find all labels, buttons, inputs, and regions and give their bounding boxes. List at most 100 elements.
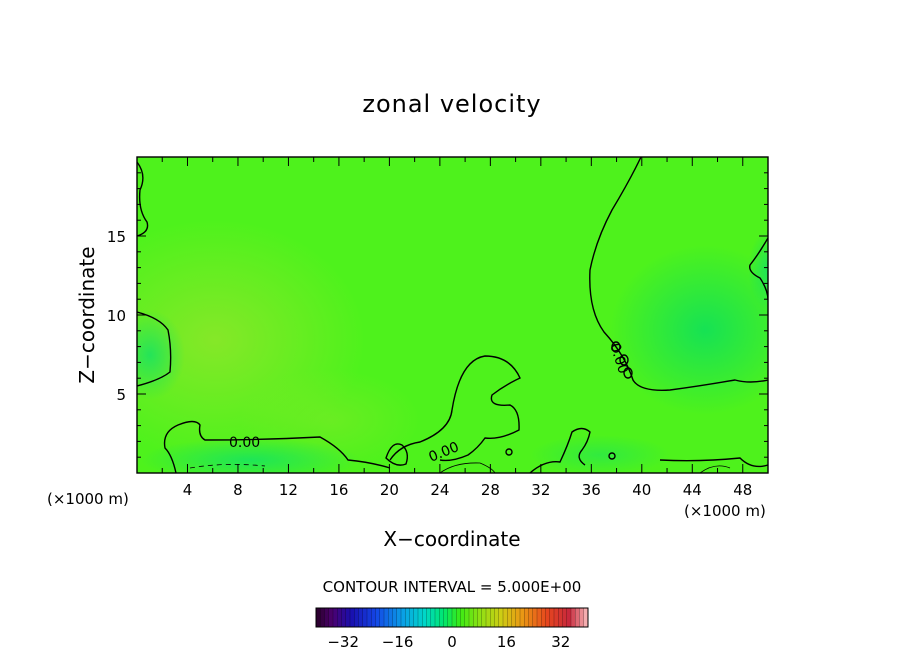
colorbar-cell: [456, 608, 461, 627]
colorbar-cell: [320, 608, 325, 627]
negative-region-bottom: [140, 438, 360, 473]
contour-left: [137, 311, 172, 387]
contour-lines-thin: [189, 462, 731, 473]
contour-mid-bottom: [529, 427, 591, 473]
y-axis-ticks: [137, 172, 768, 458]
contour-right-lobe: [589, 157, 768, 391]
x-tick-label: 12: [279, 481, 298, 499]
colorbar-cell: [498, 608, 504, 627]
x-tick-label: 40: [632, 481, 651, 499]
colorbar-cell: [575, 608, 580, 627]
colorbar-cell: [541, 608, 546, 627]
colorbar-cell: [545, 608, 551, 627]
colorbar-cell: [494, 608, 500, 627]
y-axis-tick-labels: 5 10 15: [107, 228, 126, 404]
colorbar-cell: [460, 608, 466, 627]
colorbar-cell: [413, 608, 419, 627]
contour-interval-label: CONTOUR INTERVAL = 5.000E+00: [323, 578, 582, 596]
colorbar-cell: [350, 608, 355, 627]
negative-region-bottom-2: [530, 435, 670, 473]
contour-lines: [137, 157, 768, 473]
contour-negative-dashed: [189, 464, 266, 469]
colorbar-cell: [507, 608, 512, 627]
colorbar-cell: [473, 608, 478, 627]
colorbar-cell: [583, 608, 589, 627]
chart-title: zonal velocity: [362, 90, 541, 118]
contour-ring-4: [608, 452, 616, 460]
colorbar-cell: [579, 608, 585, 627]
x-tick-label: 20: [380, 481, 399, 499]
x-tick-label: 8: [233, 481, 243, 499]
colorbar-cell: [566, 608, 572, 627]
y-tick-label: 5: [116, 386, 126, 404]
y-axis-title: Z−coordinate: [75, 246, 99, 383]
colorbar-cell: [524, 608, 529, 627]
colorbar-tick-label: 0: [447, 633, 457, 651]
colorbar-cell: [345, 608, 351, 627]
x-tick-label: 16: [329, 481, 348, 499]
contour-ring-2: [619, 354, 629, 366]
colorbar-cell: [477, 608, 483, 627]
contour-ring-3: [623, 367, 633, 379]
colorbar-cell: [558, 608, 563, 627]
x-tick-label: 48: [733, 481, 752, 499]
colorbar-cell: [464, 608, 470, 627]
colorbar-cell: [571, 608, 576, 627]
colorbar-cell: [409, 608, 415, 627]
colorbar-cell: [503, 608, 508, 627]
colorbar-cell: [341, 608, 347, 627]
negative-region-right: [610, 245, 768, 415]
contour-right-edge: [749, 237, 768, 301]
colorbar-cell: [549, 608, 555, 627]
colorbar-cell: [528, 608, 534, 627]
colorbar-cell: [362, 608, 368, 627]
colorbar-cell: [422, 608, 427, 627]
x-tick-label: 32: [531, 481, 550, 499]
x-unit-left: (×1000 m): [47, 490, 129, 508]
colorbar-cell: [430, 608, 436, 627]
colorbar-cell: [515, 608, 521, 627]
colorbar-cell: [447, 608, 453, 627]
colorbar-cell: [324, 608, 330, 627]
colorbar-cell: [333, 608, 338, 627]
colorbar-cell: [469, 608, 474, 627]
colorbar-frame: [315, 607, 589, 628]
y-tick-label: 15: [107, 228, 126, 246]
colorbar-cell: [418, 608, 423, 627]
colorbar-cell: [379, 608, 385, 627]
contour-ring-1: [611, 341, 621, 353]
colorbar-tick-label: −16: [382, 633, 414, 651]
colorbar-cell: [405, 608, 410, 627]
colorbar-cell: [532, 608, 538, 627]
contour-label: 0.00: [229, 435, 260, 451]
colorbar-cell: [537, 608, 542, 627]
colorbar-cell: [392, 608, 398, 627]
colorbar-cell: [316, 608, 321, 627]
x-axis-tick-labels: 4 8 12 16 20 24 28 32 36 40 44 48: [183, 481, 753, 499]
y-tick-label: 10: [107, 307, 126, 325]
heatmap-field: 0.00 0.00 0.00: [137, 157, 768, 473]
colorbar-cell: [371, 608, 376, 627]
colorbar-cell: [388, 608, 393, 627]
contour-small-loop: [385, 443, 409, 466]
colorbar-cell: [490, 608, 495, 627]
colorbar-cell: [337, 608, 342, 627]
x-tick-label: 44: [683, 481, 702, 499]
colorbar-tick-label: 32: [551, 633, 570, 651]
colorbar-cell: [401, 608, 406, 627]
colorbar-tick-label: −32: [327, 633, 359, 651]
x-axis-title: X−coordinate: [383, 527, 520, 551]
negative-region-right-edge: [748, 230, 768, 310]
colorbar-cell: [328, 608, 334, 627]
contour-ring-5: [505, 448, 513, 456]
colorbar-cell: [520, 608, 525, 627]
negative-region-left: [137, 310, 185, 400]
colorbar-cell: [511, 608, 517, 627]
colorbar-cell: [396, 608, 402, 627]
colorbar-cell: [354, 608, 359, 627]
colorbar-cell: [367, 608, 372, 627]
colorbar-cell: [358, 608, 364, 627]
x-unit-right: (×1000 m): [684, 502, 766, 520]
contour-topleft: [137, 161, 149, 237]
x-axis-ticks: [161, 157, 744, 473]
